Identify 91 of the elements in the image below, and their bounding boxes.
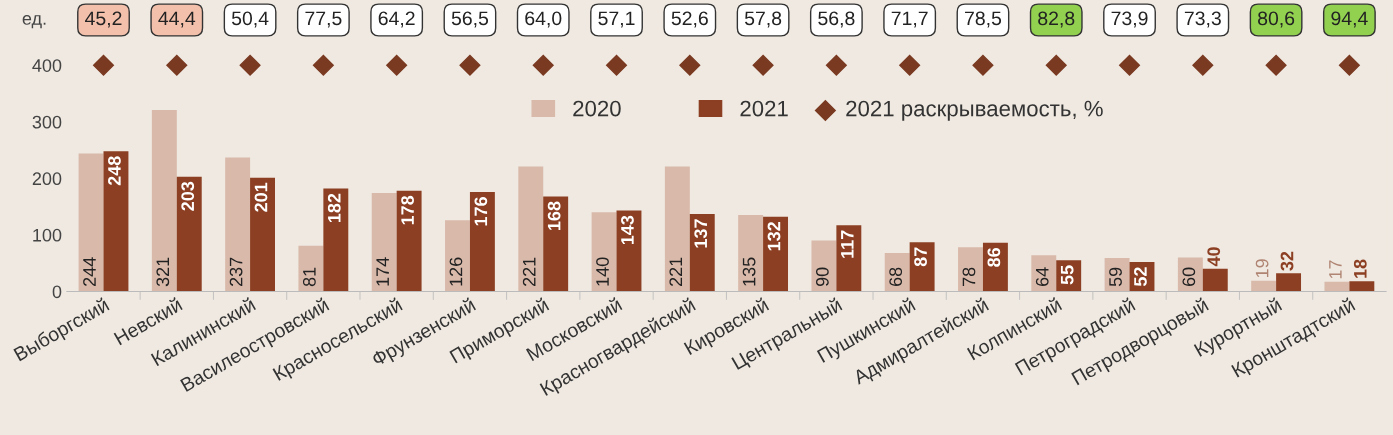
data-label: 117 <box>841 230 854 258</box>
data-label: 126 <box>449 257 463 286</box>
text: 57,1 <box>598 11 635 28</box>
data-label: 90 <box>815 267 829 287</box>
data-label: 201 <box>254 182 268 212</box>
bar <box>445 220 470 292</box>
annotation: 2021 раскрываемость, % <box>846 100 1103 121</box>
bar <box>298 245 324 292</box>
text: 64,2 <box>378 11 415 28</box>
text: 56,5 <box>451 11 489 28</box>
text: 73,3 <box>1184 11 1221 28</box>
bar <box>323 188 349 292</box>
bar <box>811 240 837 292</box>
data-label: 143 <box>621 215 634 245</box>
text: 44,4 <box>158 11 196 28</box>
bar <box>103 151 129 292</box>
data-label: 221 <box>669 257 683 287</box>
data-label: 59 <box>1109 267 1122 287</box>
legend-label: 2021 <box>740 100 788 117</box>
data-label: 40 <box>1207 247 1221 267</box>
bar <box>225 157 251 292</box>
bar <box>1251 280 1277 292</box>
bar <box>909 242 935 292</box>
bar <box>176 176 202 292</box>
bar <box>396 190 422 292</box>
data-label: 64 <box>1035 267 1049 287</box>
text: 78,5 <box>965 11 1002 28</box>
data-label: 87 <box>914 247 927 267</box>
data-label: 174 <box>376 257 389 286</box>
data-label: 135 <box>742 257 756 286</box>
bar <box>1276 273 1302 292</box>
bar <box>151 109 177 292</box>
bar <box>469 191 495 292</box>
data-label: 221 <box>522 257 536 287</box>
data-label: 137 <box>694 219 708 248</box>
text: 50,4 <box>231 11 269 28</box>
data-label: 244 <box>83 257 96 287</box>
data-label: 178 <box>401 195 414 225</box>
data-label: 140 <box>596 257 609 286</box>
text: 56,8 <box>818 11 855 28</box>
data-label: 52 <box>1134 267 1147 287</box>
bar <box>1202 268 1228 292</box>
text: 77,5 <box>305 11 342 28</box>
text: 57,8 <box>744 11 782 28</box>
y-tick-label: 300 <box>32 115 62 129</box>
data-label: 248 <box>108 156 121 186</box>
y-axis-title: ед. <box>22 14 46 29</box>
legend-label: 2020 <box>573 100 621 117</box>
bar <box>763 216 789 292</box>
data-label: 32 <box>1280 251 1294 271</box>
bar <box>78 153 104 292</box>
bar <box>738 215 764 292</box>
data-label: 18 <box>1353 259 1367 278</box>
y-tick-label: 200 <box>32 172 62 186</box>
data-label: 203 <box>181 181 195 211</box>
bar <box>689 213 715 292</box>
y-tick-label: 0 <box>52 285 62 299</box>
data-label: 81 <box>302 267 316 287</box>
data-label: 55 <box>1060 265 1074 285</box>
text: 45,2 <box>85 11 122 28</box>
data-label: 17 <box>1329 260 1342 279</box>
data-label: 78 <box>962 267 976 286</box>
bar <box>250 177 275 292</box>
data-label: 182 <box>327 193 341 223</box>
bar <box>664 166 690 292</box>
data-label: 60 <box>1182 267 1196 287</box>
bar <box>836 225 862 292</box>
data-label: 321 <box>156 257 170 287</box>
text: 73,9 <box>1111 11 1148 28</box>
bar <box>591 212 617 292</box>
bar <box>518 166 544 292</box>
y-tick-label: 100 <box>33 228 62 242</box>
bar <box>543 196 569 292</box>
data-label: 237 <box>229 257 243 287</box>
data-label: 19 <box>1255 259 1269 278</box>
bar <box>958 247 983 292</box>
bar <box>1324 281 1350 292</box>
data-label: 132 <box>767 222 781 251</box>
text: 80,6 <box>1258 11 1295 28</box>
data-label: 176 <box>474 197 488 226</box>
data-label: 168 <box>547 201 561 230</box>
text: 94,4 <box>1331 11 1368 28</box>
bar <box>371 193 397 292</box>
text: 71,7 <box>891 11 928 28</box>
bar <box>1349 281 1375 292</box>
text: 52,6 <box>671 11 708 28</box>
data-label: 68 <box>889 267 903 287</box>
data-label: 86 <box>987 247 1001 267</box>
text: 82,8 <box>1038 11 1075 28</box>
text: 64,0 <box>525 11 562 28</box>
y-tick-label: 400 <box>32 59 62 72</box>
